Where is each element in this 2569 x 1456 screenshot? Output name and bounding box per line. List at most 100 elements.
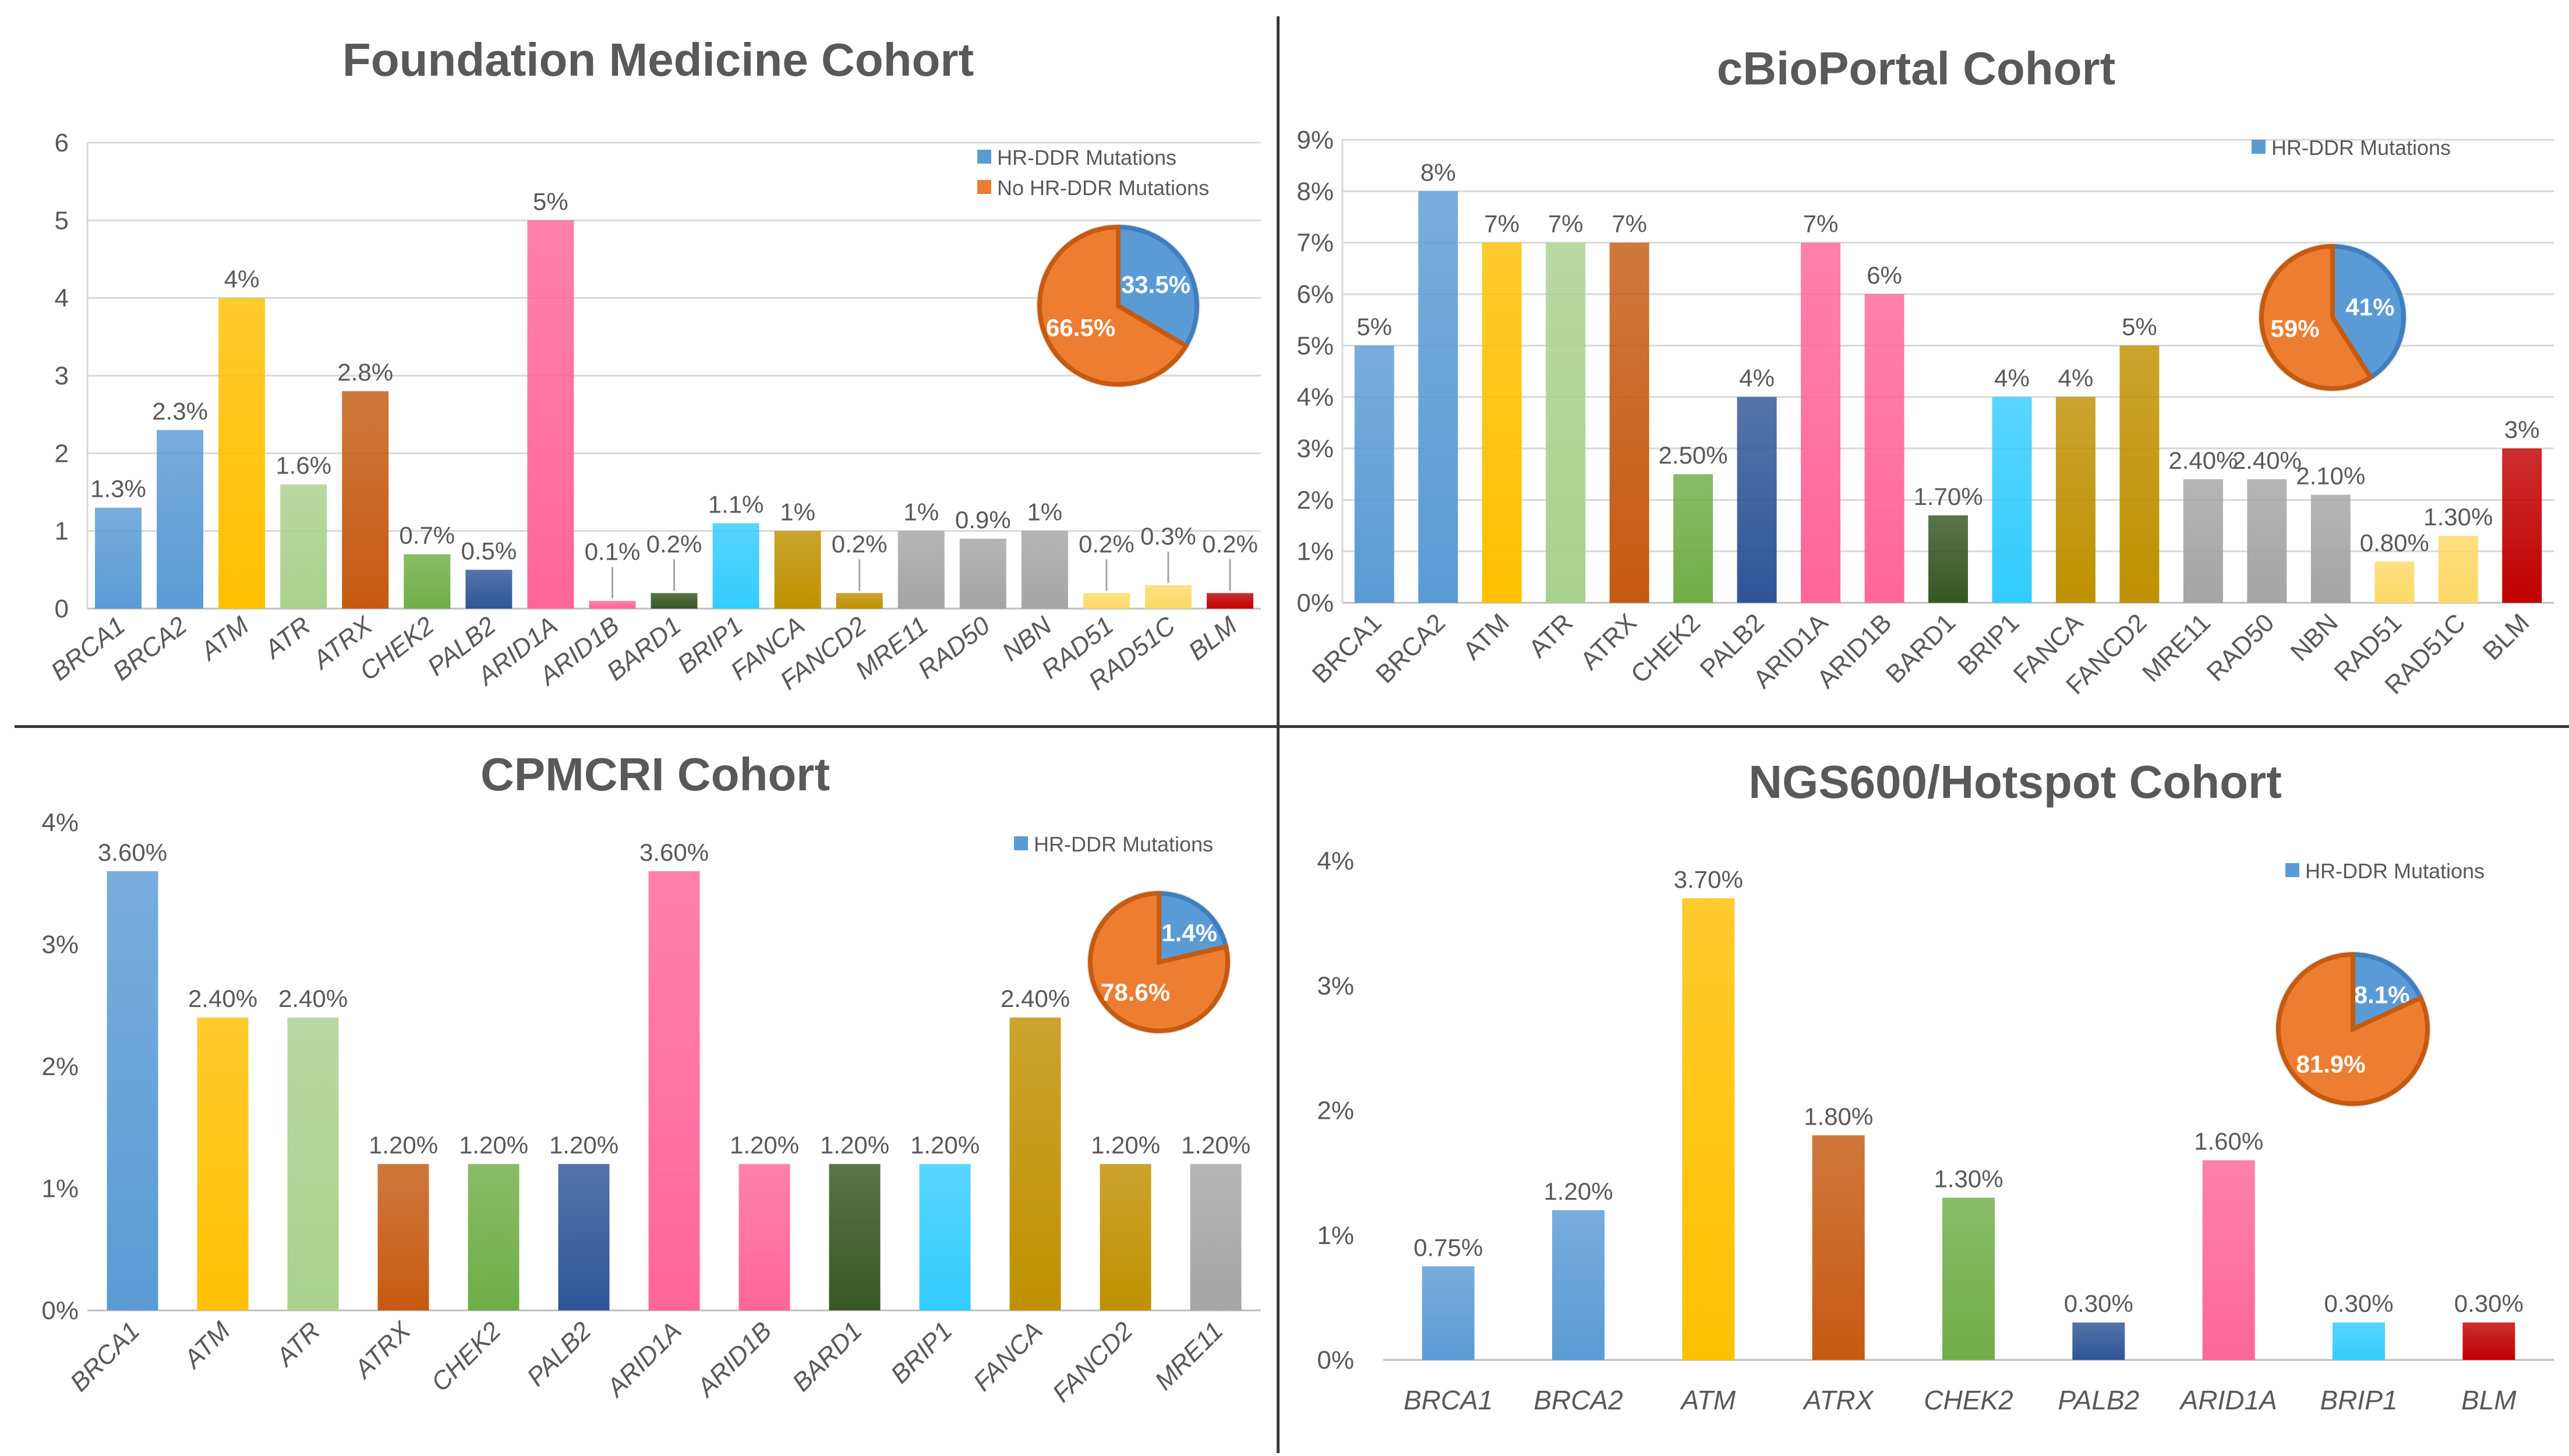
category-label-arid1a: ARID1A (600, 1316, 687, 1403)
bar-bard1 (1928, 515, 1968, 603)
bar-bard1 (829, 1164, 881, 1310)
bar-atm (1682, 898, 1735, 1360)
category-label-rad50: RAD50 (2201, 608, 2280, 687)
bar-rad50 (959, 539, 1006, 609)
value-label-mre11: 2.40% (2168, 447, 2238, 474)
category-label-blm: BLM (2461, 1385, 2517, 1415)
y-tick-label: 0% (1317, 1346, 1354, 1374)
y-tick-label: 3% (1317, 971, 1354, 1000)
bar-palb2 (465, 570, 513, 609)
category-label-palb2: PALB2 (2058, 1385, 2139, 1415)
bar-palb2 (1737, 397, 1777, 603)
legend-label: No HR-DDR Mutations (997, 176, 1209, 200)
y-tick-label: 4% (1296, 383, 1334, 412)
bar-nbn (2310, 494, 2351, 603)
bar-brca2 (1552, 1210, 1605, 1360)
value-label-mre11: 1.20% (1181, 1132, 1250, 1159)
y-tick-label: 2 (55, 439, 69, 468)
category-label-atm: ATM (194, 611, 254, 667)
bar-mre11 (2183, 479, 2223, 603)
legend-swatch (2252, 140, 2266, 154)
chart-title: Foundation Medicine Cohort (342, 34, 974, 86)
legend-label: HR-DDR Mutations (2271, 136, 2451, 160)
value-label-chek2: 0.7% (399, 522, 455, 549)
bar-brca2 (157, 430, 204, 609)
bar-chek2 (1673, 474, 1713, 603)
y-tick-label: 1% (1317, 1221, 1354, 1250)
bar-arid1a (527, 220, 574, 609)
category-label-blm: BLM (1183, 611, 1243, 666)
bar-brip1 (2333, 1322, 2385, 1360)
value-label-brip1: 0.30% (2324, 1290, 2393, 1317)
category-label-brip1: BRIP1 (885, 1316, 958, 1389)
value-label-brca2: 1.20% (1543, 1178, 1613, 1205)
value-label-mre11: 1% (903, 499, 939, 526)
bar-brca2 (1418, 191, 1458, 603)
chart-title: cBioPortal Cohort (1717, 43, 2115, 94)
y-tick-label: 0% (41, 1296, 79, 1325)
y-tick-label: 3% (1296, 434, 1334, 463)
value-label-fancd2: 0.2% (832, 530, 888, 557)
category-label-bard1: BARD1 (1881, 608, 1961, 688)
category-label-mre11: MRE11 (2137, 608, 2216, 687)
bar-mre11 (897, 531, 945, 609)
bar-palb2 (558, 1164, 610, 1310)
category-label-arid1b: ARID1B (690, 1316, 777, 1403)
value-label-fanca: 1% (780, 499, 815, 526)
category-label-fancd2: FANCD2 (1047, 1316, 1139, 1408)
y-tick-label: 4% (41, 808, 79, 837)
bar-brip1 (919, 1164, 971, 1310)
horizontal-divider (15, 725, 2569, 728)
bar-chek2 (468, 1164, 520, 1310)
y-tick-label: 2% (1317, 1097, 1354, 1125)
y-tick-label: 2% (1296, 486, 1334, 514)
category-label-brca1: BRCA1 (1404, 1385, 1493, 1415)
bar-blm (2462, 1322, 2515, 1360)
value-label-chek2: 1.30% (1934, 1165, 2003, 1192)
bar-atr (1546, 242, 1586, 603)
bar-chek2 (1942, 1197, 1995, 1360)
value-label-arid1b: 1.20% (730, 1132, 799, 1159)
value-label-atr: 2.40% (278, 985, 348, 1012)
value-label-arid1a: 7% (1803, 210, 1839, 238)
value-label-atm: 3.70% (1674, 865, 1743, 893)
category-label-brca1: BRCA1 (1306, 608, 1387, 688)
bar-nbn (1021, 531, 1068, 609)
category-label-brip1: BRIP1 (2320, 1385, 2398, 1415)
bar-brca1 (1354, 345, 1394, 603)
bar-arid1a (2202, 1160, 2255, 1360)
chart-title: NGS600/Hotspot Cohort (1748, 756, 2282, 808)
value-label-brca2: 8% (1420, 158, 1456, 186)
bar-arid1a (1801, 242, 1841, 603)
y-tick-label: 0 (55, 595, 69, 623)
value-label-chek2: 1.20% (459, 1132, 528, 1159)
legend-label: HR-DDR Mutations (997, 146, 1176, 169)
value-label-bard1: 1.70% (1913, 483, 1983, 510)
value-label-chek2: 2.50% (1659, 441, 1728, 469)
value-label-fancd2: 1.20% (1091, 1132, 1160, 1159)
y-tick-label: 0% (1296, 589, 1334, 617)
category-label-chek2: CHEK2 (1625, 608, 1706, 688)
category-label-arid1a: ARID1A (2179, 1385, 2277, 1415)
value-label-brca1: 1.3% (90, 475, 146, 503)
y-tick-label: 1% (41, 1175, 79, 1203)
y-tick-label: 3 (55, 362, 69, 390)
value-label-blm: 3% (2504, 416, 2540, 443)
bar-arid1b (1864, 294, 1904, 603)
value-label-fanca: 2.40% (1001, 985, 1070, 1012)
bar-fanca (1009, 1017, 1061, 1310)
category-label-mre11: MRE11 (1149, 1316, 1228, 1395)
pie-slice-no-hr-ddr (1088, 890, 1230, 1033)
bar-chek2 (404, 554, 451, 609)
category-label-atr: ATR (258, 611, 316, 665)
bar-atrx (1609, 242, 1649, 603)
value-label-atrx: 1.80% (1804, 1102, 1873, 1130)
bar-brip1 (1992, 397, 2032, 603)
y-tick-label: 4% (1317, 847, 1354, 875)
value-label-arid1a: 1.60% (2194, 1128, 2263, 1155)
bar-fanca (2055, 397, 2096, 603)
legend-swatch (977, 180, 991, 194)
y-tick-label: 5 (55, 206, 69, 235)
